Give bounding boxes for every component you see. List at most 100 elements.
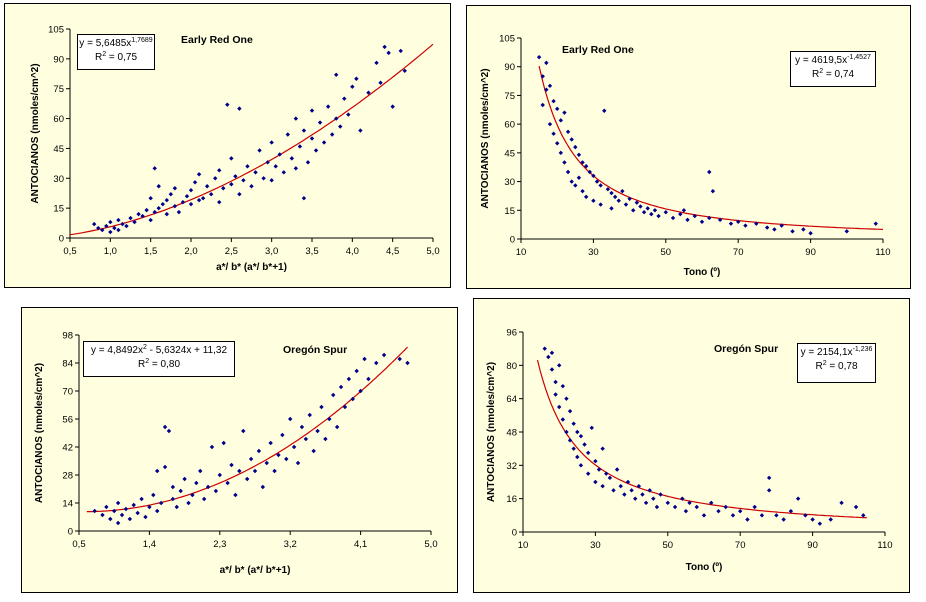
chart-3-y-tick-label: 56: [62, 415, 73, 426]
chart-3-data-point: [268, 440, 273, 446]
chart-4-data-point: [625, 479, 631, 485]
chart-1-data-point: [241, 178, 246, 183]
chart-2-data-point: [663, 210, 668, 215]
chart-2-data-point: [670, 215, 676, 221]
chart-2-data-point: [540, 74, 545, 79]
chart-1-data-point: [317, 120, 323, 125]
chart-3-data-point: [342, 404, 348, 410]
chart-4-data-point: [567, 408, 573, 414]
chart-2-y-tick-label: 45: [504, 148, 515, 159]
chart-1-data-point: [229, 182, 234, 187]
chart-1-data-point: [116, 227, 121, 233]
chart-2-data-point: [685, 217, 690, 223]
chart-3-data-point: [170, 496, 176, 502]
chart-4-data-point: [600, 446, 605, 451]
chart-1-data-point: [358, 128, 363, 133]
chart-3-data-point: [194, 480, 199, 486]
chart-2-data-point: [801, 227, 806, 232]
chart-3-data-point: [155, 468, 160, 474]
chart-1-x-tick-label: 1,5: [144, 246, 157, 257]
chart-3-y-tick-label: 14: [62, 499, 73, 510]
chart-4-trend-line: [536, 359, 867, 519]
chart-1-x-tick-label: 0,5: [63, 246, 76, 257]
chart-3-data-point: [338, 384, 344, 390]
chart-4-y-tick-label: 80: [506, 361, 517, 372]
chart-2-x-tick-label: 110: [875, 247, 890, 258]
chart-1-data-point: [245, 164, 250, 169]
chart-3-data-point: [131, 502, 136, 508]
chart-3-data-point: [295, 460, 301, 466]
chart-3-data-point: [158, 500, 164, 506]
chart-4-data-point: [553, 392, 558, 397]
chart-2-data-point: [544, 87, 549, 92]
chart-4-data-point: [654, 504, 660, 510]
chart-2-data-point: [594, 179, 600, 184]
chart-3-data-point: [331, 392, 336, 398]
chart-2-data-point: [591, 173, 596, 179]
chart-2-data-point: [598, 183, 603, 188]
chart-3-data-point: [315, 428, 320, 434]
chart-2-data-point: [710, 188, 716, 194]
chart-1-data-point: [225, 102, 230, 107]
chart-2-data-point: [573, 144, 578, 150]
chart-2-data-point: [728, 221, 734, 226]
chart-1-data-point: [144, 207, 149, 213]
chart-3-data-point: [264, 460, 269, 466]
chart-4-data-point: [549, 350, 555, 356]
chart-3-data-point: [104, 504, 109, 510]
chart-4-data-point: [730, 513, 736, 518]
chart-3-data-point: [147, 504, 152, 510]
chart-3-data-point: [405, 360, 410, 366]
chart-2-data-point: [580, 160, 585, 165]
chart-3-data-point: [162, 424, 168, 430]
chart-3-data-point: [186, 500, 191, 506]
chart-2-data-point: [583, 194, 589, 200]
chart-4-data-point: [575, 429, 580, 435]
chart-4-data-point: [600, 483, 605, 489]
chart-1-data-point: [233, 174, 238, 179]
chart-1-data-point: [196, 172, 202, 177]
chart-1-data-point: [128, 215, 133, 221]
chart-4-r2: R2 = 0,78: [815, 360, 858, 372]
chart-3-data-point: [288, 416, 293, 422]
chart-2-x-tick-label: 90: [805, 247, 816, 258]
chart-1-data-point: [273, 164, 278, 169]
chart-3-data-point: [119, 512, 125, 518]
chart-2-data-point: [649, 211, 654, 217]
chart-1-data-point: [382, 44, 387, 50]
chart-4-data-point: [781, 517, 786, 522]
chart-2-data-point: [576, 175, 582, 180]
chart-4-data-point: [788, 508, 794, 514]
chart-4-data-point: [564, 429, 569, 435]
chart-4-data-point: [618, 483, 623, 489]
chart-4-y-tick-label: 16: [506, 494, 517, 505]
chart-1-data-point: [346, 112, 351, 117]
chart-1-data-point: [293, 166, 299, 171]
chart-2-data-point: [547, 121, 553, 127]
chart-3-x-tick-label: 4,1: [354, 539, 367, 550]
chart-3-data-point: [244, 476, 250, 482]
chart-3-data-point: [143, 514, 148, 520]
chart-2-data-point: [844, 229, 849, 234]
chart-4-data-point: [861, 513, 866, 518]
chart-4-data-point: [643, 500, 649, 506]
chart-1-data-point: [285, 132, 290, 137]
chart-2-x-tick-label: 30: [588, 247, 599, 258]
chart-3-data-point: [366, 376, 371, 382]
chart-1-data-point: [297, 144, 303, 149]
chart-1-data-point: [249, 184, 254, 189]
chart-2-trend-line: [538, 65, 884, 230]
chart-1-y-tick-label: 60: [53, 114, 64, 125]
chart-4-data-point: [828, 517, 833, 522]
chart-3-y-tick-label: 42: [62, 443, 73, 454]
chart-4-data-point: [578, 433, 584, 439]
chart-4-data-point: [759, 513, 765, 518]
chart-3-data-point: [166, 428, 172, 434]
chart-4-x-tick-label: 90: [807, 540, 818, 551]
chart-4-data-point: [542, 346, 547, 351]
chart-2-data-point: [779, 223, 784, 228]
chart-2-data-point: [558, 118, 564, 123]
chart-2-data-point: [544, 60, 549, 66]
chart-1-data-point: [378, 80, 383, 85]
